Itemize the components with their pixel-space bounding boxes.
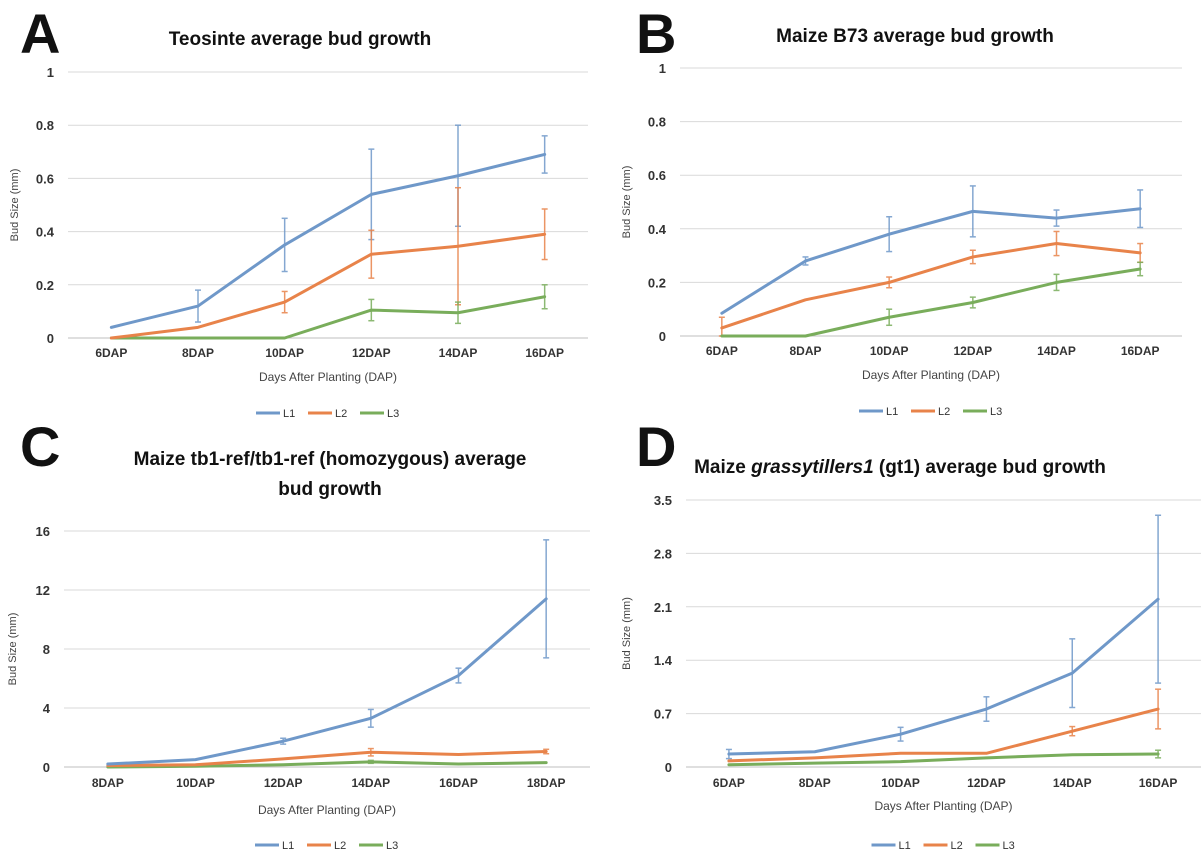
- y-tick-label: 0.6: [648, 168, 666, 183]
- legend-label: L2: [938, 406, 950, 418]
- chart-title-part: Maize: [694, 457, 752, 478]
- chart-plot: 0 4 8 12 16 8DAP 10DAP 12DAP 14DAP 16DAP 18DAP Days…: [7, 524, 590, 852]
- x-tick-label: 10DAP: [881, 776, 920, 790]
- legend-label: L2: [335, 408, 347, 420]
- x-tick-label: 10DAP: [265, 346, 304, 360]
- x-axis-title: Days After Planting (DAP): [862, 368, 1000, 382]
- panel-letter: D: [636, 415, 677, 478]
- y-tick-label: 0: [43, 760, 50, 775]
- series-line-L1: [727, 597, 1160, 756]
- y-tick-label: 0.4: [648, 222, 667, 237]
- chart-title: Maize tb1-ref/tb1-ref (homozygous) avera…: [70, 445, 590, 505]
- y-tick-label: 0.8: [648, 115, 666, 130]
- series-line-L2: [720, 242, 1142, 330]
- y-tick-label: 0.8: [36, 118, 54, 133]
- series-line-L1: [106, 597, 548, 766]
- series-line-L2: [727, 707, 1160, 763]
- y-tick-label: 0.2: [648, 275, 666, 290]
- series-line-L3: [109, 295, 547, 340]
- x-tick-label: 12DAP: [953, 344, 992, 358]
- y-tick-label: 0.6: [36, 171, 54, 186]
- x-tick-label: 14DAP: [351, 776, 390, 790]
- x-axis-title: Days After Planting (DAP): [259, 370, 397, 384]
- chart-title-part-italic: grassytillers1: [751, 457, 874, 478]
- legend-label: L2: [334, 840, 346, 852]
- panel-a: A Teosinte average bud growth 0 0.2 0.4 0.6…: [0, 0, 600, 425]
- y-tick-label: 12: [36, 583, 50, 598]
- x-axis-title: Days After Planting (DAP): [258, 803, 396, 817]
- x-tick-label: 6DAP: [713, 776, 745, 790]
- x-tick-label: 12DAP: [264, 776, 303, 790]
- x-tick-label: 8DAP: [799, 776, 831, 790]
- chart-plot: 0 0.7 1.4 2.1 2.8 3.5 6DAP 8DAP 10DAP 12DAP 14DAP 1…: [621, 493, 1201, 852]
- x-tick-label: 6DAP: [706, 344, 738, 358]
- x-tick-label: 14DAP: [439, 346, 478, 360]
- panel-letter: A: [20, 2, 61, 65]
- y-tick-label: 16: [36, 524, 50, 539]
- x-tick-label: 8DAP: [789, 344, 821, 358]
- y-axis-title: Bud Size (mm): [9, 169, 21, 242]
- y-tick-label: 1: [659, 61, 666, 76]
- series-line-L2: [106, 750, 548, 768]
- x-tick-label: 8DAP: [92, 776, 124, 790]
- y-tick-label: 2.8: [654, 546, 672, 561]
- legend-label: L3: [387, 408, 399, 420]
- legend-label: L1: [899, 840, 911, 852]
- y-tick-label: 0: [47, 331, 54, 346]
- series-line-L2: [109, 232, 547, 340]
- panel-letter: B: [636, 2, 677, 65]
- x-tick-label: 10DAP: [176, 776, 215, 790]
- legend-label: L1: [283, 408, 295, 420]
- y-tick-label: 2.1: [654, 600, 672, 615]
- x-tick-label: 12DAP: [967, 776, 1006, 790]
- panel-b: B Maize B73 average bud growth 0 0.2 0.4 0.…: [600, 0, 1203, 425]
- series-line-L1: [109, 152, 547, 329]
- x-tick-label: 12DAP: [352, 346, 391, 360]
- y-axis-title: Bud Size (mm): [7, 613, 19, 686]
- x-tick-label: 14DAP: [1037, 344, 1076, 358]
- legend-label: L3: [1003, 840, 1015, 852]
- x-tick-label: 10DAP: [870, 344, 909, 358]
- y-tick-label: 1.4: [654, 653, 673, 668]
- y-tick-label: 0.4: [36, 225, 55, 240]
- y-axis-title: Bud Size (mm): [621, 166, 633, 239]
- chart-title-line-2: bud growth: [278, 479, 382, 500]
- x-tick-label: 6DAP: [95, 346, 127, 360]
- y-tick-label: 0: [665, 760, 672, 775]
- legend-label: L3: [990, 406, 1002, 418]
- legend-label: L1: [886, 406, 898, 418]
- panel-letter: C: [20, 415, 61, 478]
- panel-c: C Maize tb1-ref/tb1-ref (homozygous) ave…: [0, 419, 600, 853]
- y-tick-label: 0.7: [654, 707, 672, 722]
- series-line-L3: [720, 267, 1142, 338]
- x-tick-label: 8DAP: [182, 346, 214, 360]
- y-tick-label: 8: [43, 642, 50, 657]
- legend-label: L3: [386, 840, 398, 852]
- y-tick-label: 0: [659, 329, 666, 344]
- panel-d: D Maize grassytillers1 (gt1) average bud…: [600, 419, 1203, 853]
- x-tick-label: 16DAP: [525, 346, 564, 360]
- chart-title: Teosinte average bud growth: [168, 29, 432, 50]
- chart-title-part: (gt1) average bud growth: [873, 457, 1106, 478]
- chart-title: Maize B73 average bud growth: [776, 26, 1054, 47]
- y-tick-label: 4: [43, 701, 51, 716]
- chart-title-line-1: Maize tb1-ref/tb1-ref (homozygous) avera…: [133, 449, 527, 470]
- y-tick-label: 1: [47, 65, 54, 80]
- series-line-L1: [720, 207, 1142, 315]
- legend-label: L2: [951, 840, 963, 852]
- y-tick-label: 0.2: [36, 278, 54, 293]
- y-tick-label: 3.5: [654, 493, 672, 508]
- x-tick-label: 14DAP: [1053, 776, 1092, 790]
- legend-label: L1: [282, 840, 294, 852]
- y-axis-title: Bud Size (mm): [621, 597, 633, 670]
- series-line-L3: [727, 752, 1160, 767]
- chart-title: Maize grassytillers1 (gt1) average bud g…: [660, 453, 1140, 483]
- x-tick-label: 16DAP: [1121, 344, 1160, 358]
- x-axis-title: Days After Planting (DAP): [874, 799, 1012, 813]
- x-tick-label: 16DAP: [439, 776, 478, 790]
- x-tick-label: 18DAP: [527, 776, 566, 790]
- x-tick-label: 16DAP: [1139, 776, 1178, 790]
